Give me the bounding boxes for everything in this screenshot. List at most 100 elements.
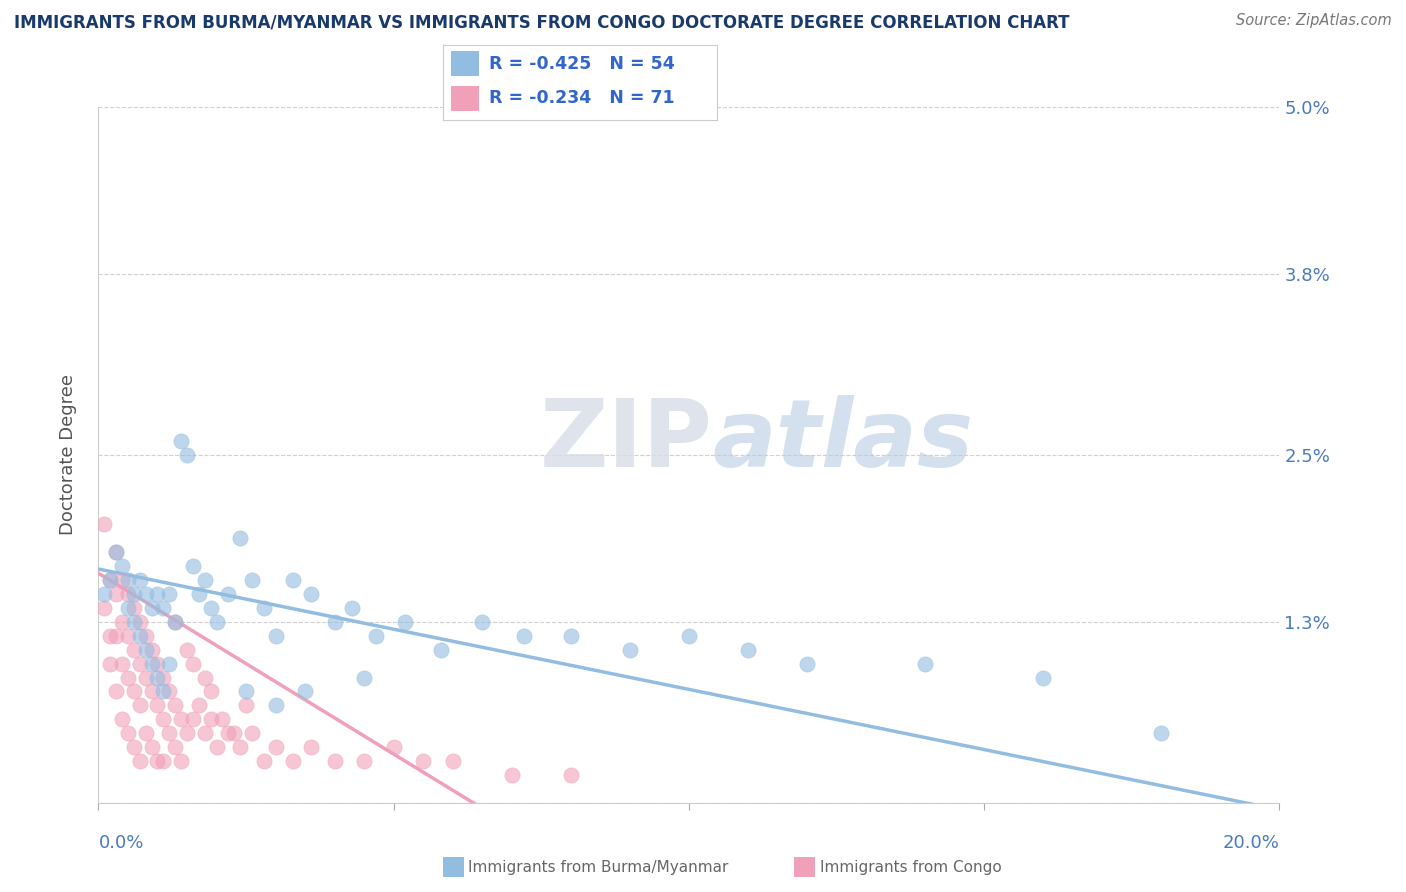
Point [176, 448, 198, 462]
Point [165, 615, 187, 629]
Point [678, 629, 700, 643]
Point [157, 684, 180, 698]
Point [253, 601, 276, 615]
Point [135, 629, 157, 643]
Bar [451, 86, 478, 112]
Point [117, 573, 139, 587]
Point [122, 615, 145, 629]
Point [187, 587, 209, 601]
Point [235, 684, 257, 698]
Point [283, 573, 305, 587]
Point [117, 587, 139, 601]
Bar [451, 51, 478, 77]
Point [141, 684, 163, 698]
Point [323, 615, 346, 629]
Point [394, 615, 416, 629]
Point [146, 657, 169, 671]
Point [93, 601, 115, 615]
Point [146, 698, 169, 713]
Point [122, 642, 145, 657]
Point [141, 657, 163, 671]
Point [737, 642, 759, 657]
Point [98, 629, 121, 643]
Point [111, 712, 134, 726]
Point [323, 754, 346, 768]
Point [128, 754, 150, 768]
Point [111, 559, 134, 574]
Point [128, 615, 150, 629]
Point [152, 671, 174, 685]
Point [200, 684, 222, 698]
Text: Immigrants from Congo: Immigrants from Congo [820, 860, 1001, 874]
Point [141, 601, 163, 615]
Point [117, 601, 139, 615]
Text: Immigrants from Burma/Myanmar: Immigrants from Burma/Myanmar [468, 860, 728, 874]
Point [430, 642, 453, 657]
Point [117, 671, 139, 685]
Point [560, 768, 582, 782]
Point [471, 615, 494, 629]
Point [170, 434, 193, 448]
Point [98, 573, 121, 587]
Point [181, 559, 204, 574]
Point [122, 740, 145, 755]
Point [170, 712, 193, 726]
Point [165, 698, 187, 713]
Point [141, 642, 163, 657]
Point [412, 754, 434, 768]
Point [217, 587, 239, 601]
Point [170, 754, 193, 768]
Point [353, 754, 375, 768]
Point [194, 671, 217, 685]
Text: IMMIGRANTS FROM BURMA/MYANMAR VS IMMIGRANTS FROM CONGO DOCTORATE DEGREE CORRELAT: IMMIGRANTS FROM BURMA/MYANMAR VS IMMIGRA… [14, 13, 1070, 31]
Point [157, 587, 180, 601]
Text: R = -0.234   N = 71: R = -0.234 N = 71 [489, 89, 675, 107]
Y-axis label: Doctorate Degree: Doctorate Degree [59, 375, 77, 535]
Point [111, 615, 134, 629]
Point [117, 726, 139, 740]
Point [105, 684, 128, 698]
Point [128, 629, 150, 643]
Point [165, 615, 187, 629]
Point [105, 545, 128, 559]
Point [111, 573, 134, 587]
Point [205, 740, 228, 755]
Text: 0.0%: 0.0% [98, 834, 143, 852]
Point [146, 754, 169, 768]
Point [294, 684, 316, 698]
Point [122, 601, 145, 615]
Point [187, 698, 209, 713]
Point [229, 740, 252, 755]
Point [264, 698, 287, 713]
Point [105, 629, 128, 643]
Point [200, 601, 222, 615]
Point [93, 517, 115, 532]
Point [93, 587, 115, 601]
Text: 20.0%: 20.0% [1223, 834, 1279, 852]
Point [441, 754, 464, 768]
Point [111, 657, 134, 671]
Point [194, 726, 217, 740]
Point [98, 573, 121, 587]
Text: Source: ZipAtlas.com: Source: ZipAtlas.com [1236, 13, 1392, 29]
Point [176, 642, 198, 657]
Point [240, 726, 263, 740]
Point [342, 601, 364, 615]
Point [181, 657, 204, 671]
Point [141, 740, 163, 755]
Point [146, 671, 169, 685]
Point [299, 587, 322, 601]
Point [135, 587, 157, 601]
Point [1150, 726, 1173, 740]
Point [796, 657, 818, 671]
Point [283, 754, 305, 768]
Point [165, 740, 187, 755]
Point [117, 629, 139, 643]
Point [264, 629, 287, 643]
Point [217, 726, 239, 740]
Text: atlas: atlas [713, 395, 974, 487]
Point [512, 629, 534, 643]
Point [205, 615, 228, 629]
Point [146, 587, 169, 601]
Point [253, 754, 276, 768]
